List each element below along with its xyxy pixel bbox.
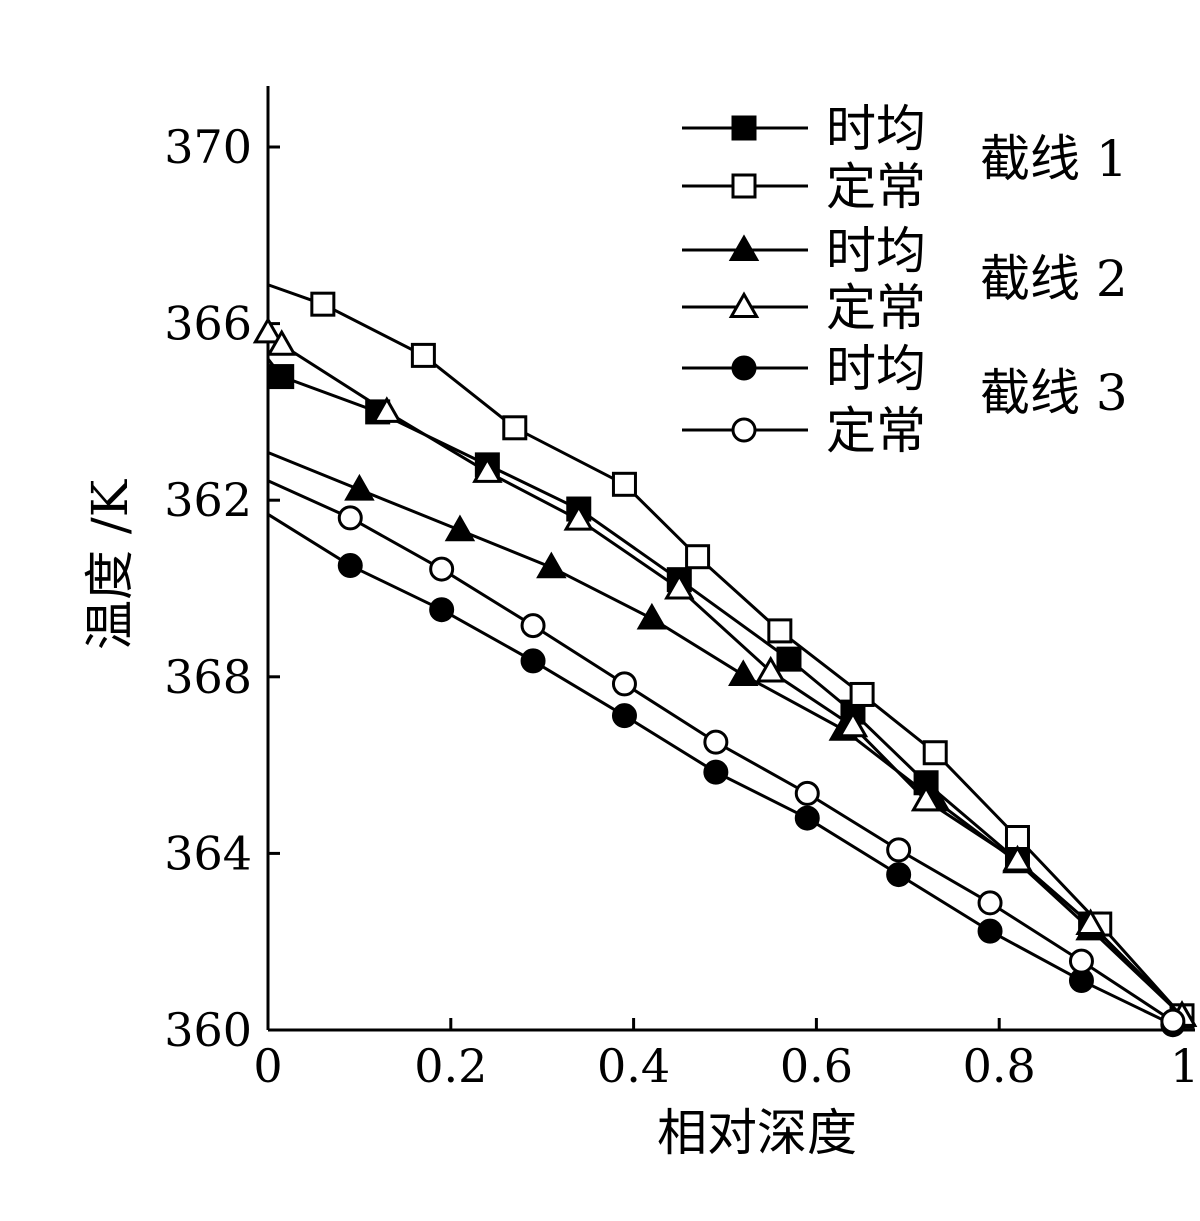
legend-marker — [731, 115, 757, 141]
data-point — [536, 551, 567, 579]
data-point — [703, 729, 729, 755]
legend-group-label: 截线 3 — [980, 364, 1128, 422]
data-point — [767, 618, 793, 644]
x-tick-label: 0.6 — [780, 1039, 853, 1093]
data-point — [266, 329, 297, 356]
y-tick-label: 362 — [164, 473, 252, 527]
legend-label: 定常 — [826, 402, 926, 460]
series-line — [266, 358, 1184, 1017]
legend-marker — [728, 234, 760, 261]
data-point — [794, 780, 820, 806]
legend-marker — [731, 173, 757, 199]
y-tick-label: 364 — [164, 826, 252, 880]
legend-marker — [731, 417, 757, 443]
data-point — [755, 655, 786, 683]
y-tick-label: 366 — [164, 297, 252, 351]
data-point — [563, 503, 594, 531]
data-point — [502, 415, 528, 441]
legend-label: 时均 — [826, 100, 926, 158]
legend-marker — [728, 291, 760, 318]
data-point — [611, 471, 637, 497]
data-point — [310, 291, 336, 317]
data-point — [410, 342, 436, 368]
data-point — [1002, 844, 1033, 872]
series-1 — [266, 358, 1195, 1029]
data-point — [1160, 1008, 1186, 1034]
y-tick-label: 368 — [164, 650, 252, 704]
data-point — [1075, 908, 1106, 936]
data-point — [849, 681, 875, 707]
axes — [266, 86, 1195, 1032]
data-point — [794, 805, 820, 831]
series-2 — [267, 283, 1195, 1029]
x-tick-label: 0.2 — [414, 1039, 487, 1093]
data-point — [472, 456, 503, 483]
legend-marker — [731, 355, 757, 381]
data-point — [685, 544, 711, 570]
data-point — [344, 473, 375, 501]
data-point — [371, 396, 403, 423]
legend-label: 定常 — [826, 279, 926, 337]
data-point — [977, 918, 1003, 944]
data-point — [910, 784, 942, 812]
data-point — [611, 671, 637, 697]
data-point — [337, 505, 363, 531]
series-5 — [267, 513, 1186, 1038]
series-4 — [252, 316, 1198, 1027]
series-3 — [267, 451, 1198, 1027]
series-line — [266, 331, 1184, 1017]
data-point — [886, 837, 912, 863]
x-axis-title: 相对深度 — [657, 1104, 857, 1162]
x-tick-label: 1. — [1170, 1039, 1200, 1093]
data-point — [611, 703, 637, 729]
y-tick-label: 360 — [164, 1003, 252, 1057]
data-point — [520, 648, 546, 674]
x-tick-label: 0 — [253, 1039, 282, 1093]
data-point — [429, 556, 455, 582]
data-point — [977, 890, 1003, 916]
data-point — [337, 553, 363, 579]
data-point — [269, 364, 295, 390]
data-point — [886, 862, 912, 888]
data-point — [664, 572, 695, 600]
data-point — [922, 740, 948, 766]
data-point — [252, 316, 284, 344]
x-tick-label: 0.8 — [963, 1039, 1036, 1093]
legend-group-label: 截线 2 — [980, 250, 1128, 308]
data-point — [703, 759, 729, 785]
y-axis-title: 温度 /K — [81, 478, 139, 650]
data-point — [728, 659, 759, 687]
series-line — [267, 283, 1184, 1017]
y-tick-label: 370 — [164, 120, 252, 174]
data-point — [520, 613, 546, 639]
x-tick-label: 0.4 — [597, 1039, 670, 1093]
legend-label: 时均 — [826, 340, 926, 398]
data-point — [429, 597, 455, 623]
data-point — [1068, 948, 1094, 974]
data-point — [636, 602, 668, 630]
legend-label: 定常 — [826, 158, 926, 216]
data-point — [837, 710, 869, 738]
legend-group-label: 截线 1 — [980, 130, 1128, 188]
legend-label: 时均 — [826, 222, 926, 280]
data-point — [444, 514, 476, 542]
series-6 — [267, 479, 1186, 1034]
tick-marks: 0 0.2 0.4 0.6 0.8 1. 360 364 368 362 366 370 — [164, 120, 1200, 1093]
plot-series — [252, 283, 1198, 1038]
data-point — [776, 646, 802, 672]
